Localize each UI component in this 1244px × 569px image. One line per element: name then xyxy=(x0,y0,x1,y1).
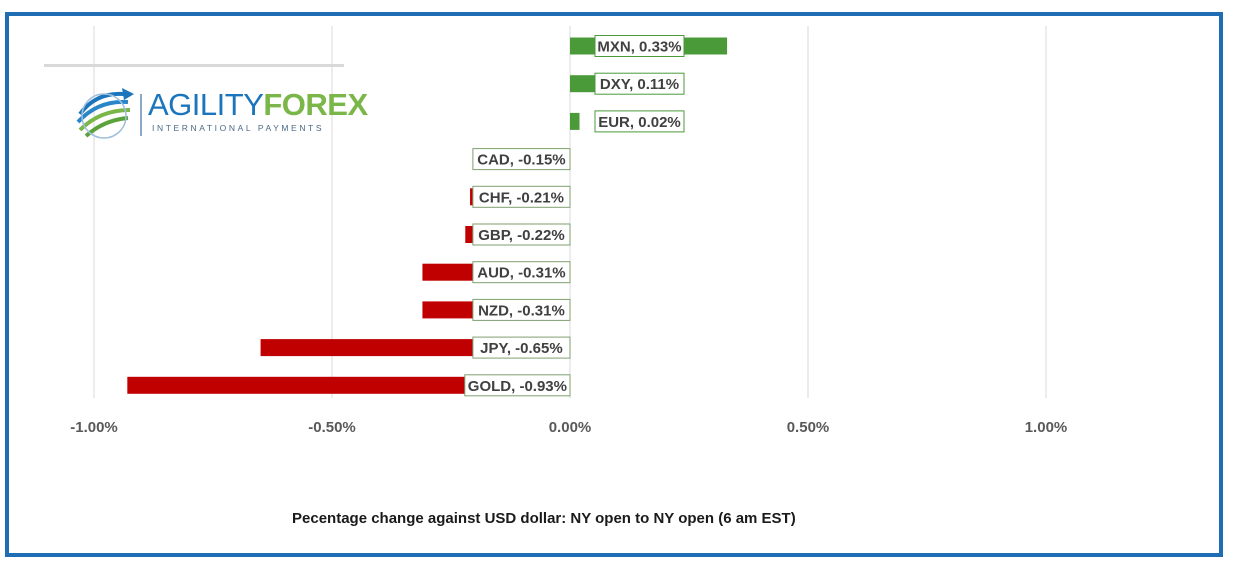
data-label-gbp: GBP, -0.22% xyxy=(472,223,571,246)
chart-caption: Pecentage change against USD dollar: NY … xyxy=(292,510,796,527)
globe-arrow-icon xyxy=(76,88,134,139)
data-label-text: AUD, -0.31% xyxy=(477,265,565,282)
data-label-box xyxy=(594,35,685,57)
data-label-text: MXN, 0.33% xyxy=(597,39,681,56)
logo-wordmark: AGILITYFOREX xyxy=(148,88,368,122)
data-label-nzd: NZD, -0.31% xyxy=(472,298,571,321)
data-label-box xyxy=(594,110,685,133)
bar-eur xyxy=(570,112,580,130)
data-label-text: CAD, -0.15% xyxy=(477,152,565,169)
data-label-box xyxy=(472,148,571,171)
data-label-text: EUR, 0.02% xyxy=(598,114,681,131)
data-label-aud: AUD, -0.31% xyxy=(472,261,571,284)
data-label-chf: CHF, -0.21% xyxy=(472,185,571,208)
data-label-text: DXY, 0.11% xyxy=(600,76,679,93)
data-label-eur: EUR, 0.02% xyxy=(594,110,685,133)
data-label-box xyxy=(594,72,685,95)
data-label-cad: CAD, -0.15% xyxy=(472,148,571,171)
data-label-text: NZD, -0.31% xyxy=(478,302,565,319)
agility-forex-logo: AGILITYFOREX INTERNATIONAL PAYMENTS xyxy=(44,64,368,152)
logo-rule xyxy=(44,64,344,67)
logo-word-forex: FOREX xyxy=(263,87,368,122)
x-tick-label: -0.50% xyxy=(308,419,356,436)
data-label-box xyxy=(472,223,571,246)
data-label-text: CHF, -0.21% xyxy=(479,189,564,206)
data-label-dxy: DXY, 0.11% xyxy=(594,72,685,95)
data-label-mxn: MXN, 0.33% xyxy=(594,35,685,57)
data-label-box xyxy=(472,298,571,321)
data-label-text: JPY, -0.65% xyxy=(480,340,563,357)
bar-gold xyxy=(127,376,570,394)
data-label-box xyxy=(472,336,571,359)
chart-frame xyxy=(5,12,1223,557)
x-tick-label: 0.00% xyxy=(549,419,592,436)
logo-divider xyxy=(140,94,142,136)
x-tick-label: -1.00% xyxy=(70,419,118,436)
data-label-box xyxy=(464,374,571,397)
logo-tagline: INTERNATIONAL PAYMENTS xyxy=(152,123,325,133)
data-label-box xyxy=(472,261,571,284)
x-tick-label: 0.50% xyxy=(787,419,830,436)
logo-word-agility: AGILITY xyxy=(148,87,264,122)
data-label-text: GOLD, -0.93% xyxy=(468,378,567,395)
x-axis-ticks: -1.00% -0.50% 0.00% 0.50% 1.00% xyxy=(70,419,1067,436)
data-labels: MXN, 0.33% DXY, 0.11% EUR, 0.02% CAD, -0.15… xyxy=(464,35,685,397)
data-label-gold: GOLD, -0.93% xyxy=(464,374,571,397)
data-label-box xyxy=(472,185,571,208)
data-label-text: GBP, -0.22% xyxy=(478,227,564,244)
data-label-jpy: JPY, -0.65% xyxy=(472,336,571,359)
x-tick-label: 1.00% xyxy=(1025,419,1068,436)
